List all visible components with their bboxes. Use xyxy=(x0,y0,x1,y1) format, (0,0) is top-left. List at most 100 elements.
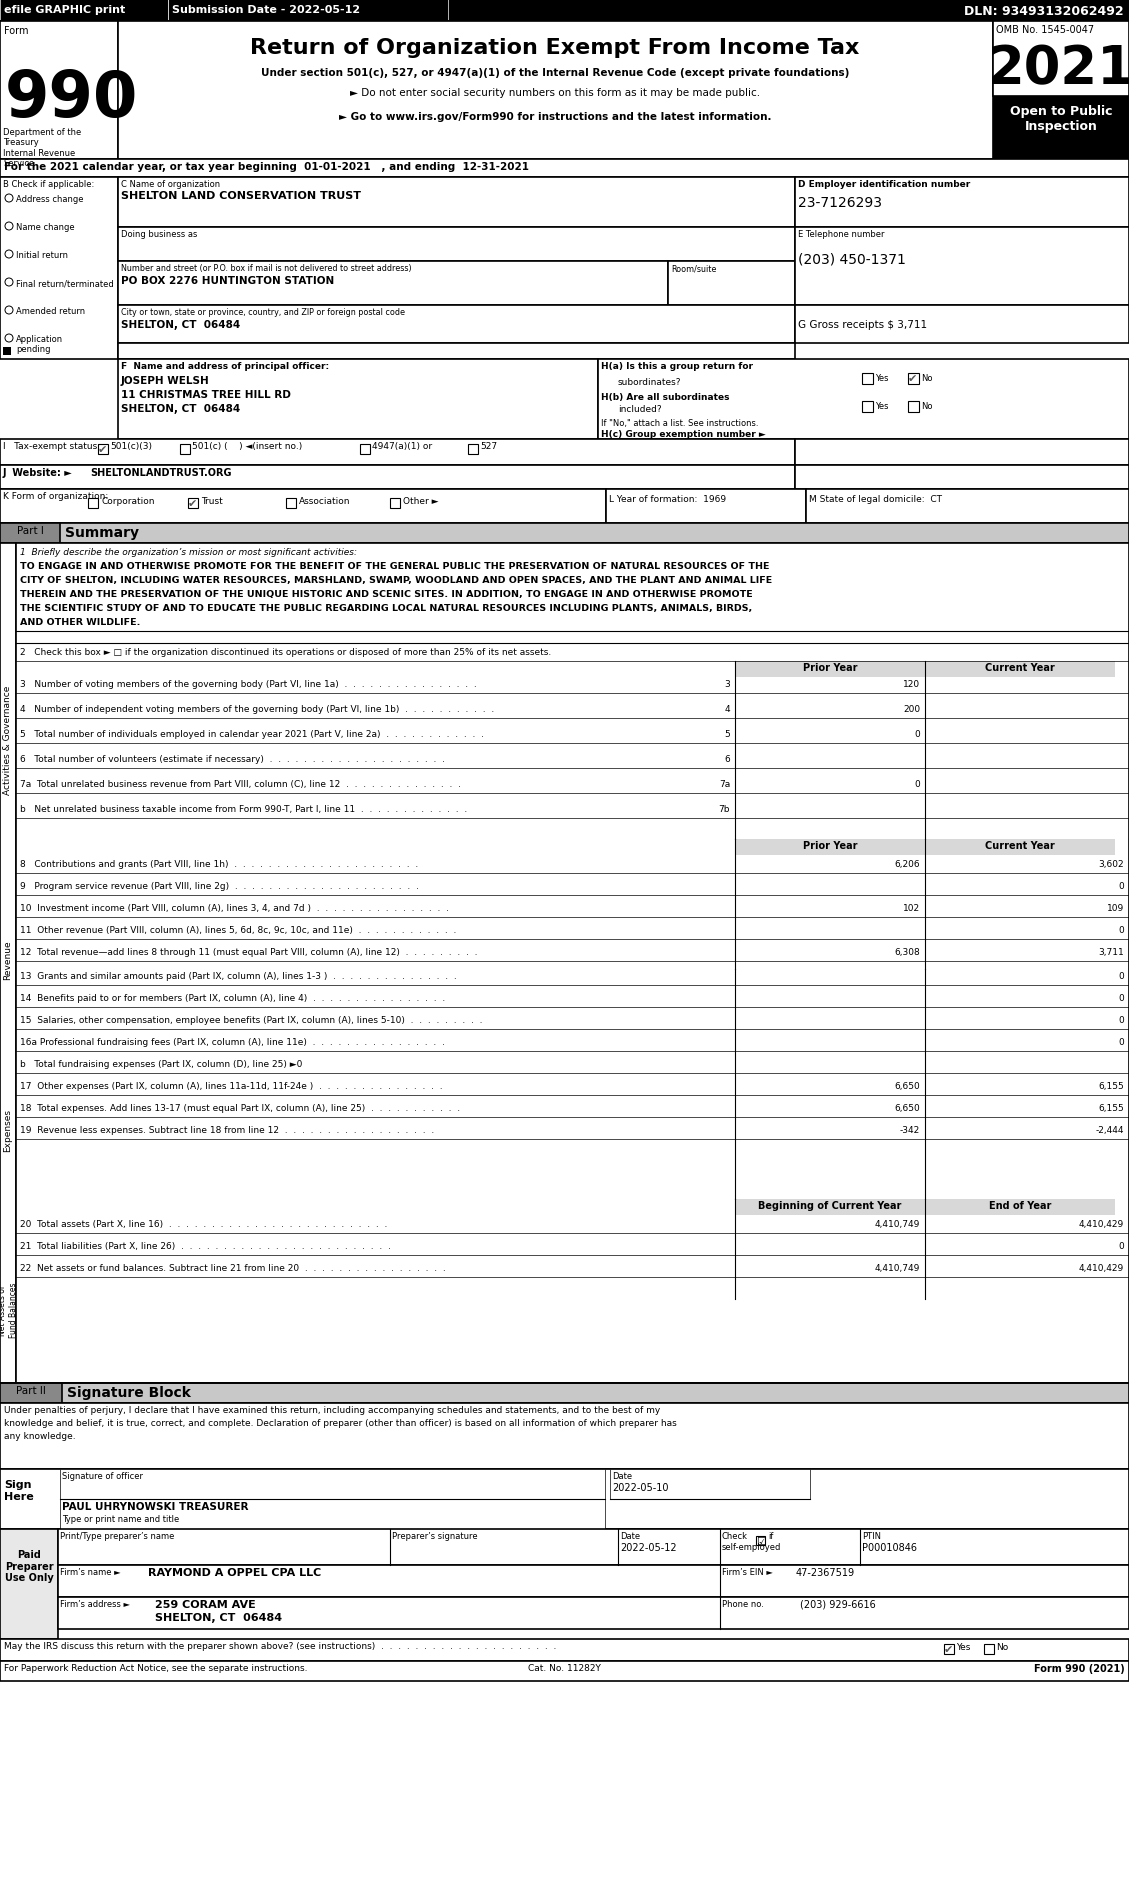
Bar xyxy=(0,1639,1129,1662)
Text: 6: 6 xyxy=(724,755,730,764)
Text: 16a Professional fundraising fees (Part IX, column (A), line 11e)  .  .  .  .  .: 16a Professional fundraising fees (Part … xyxy=(20,1037,445,1046)
Text: ☑: ☑ xyxy=(756,1536,765,1547)
Text: Firm’s address ►: Firm’s address ► xyxy=(60,1600,130,1607)
Text: 2022-05-10: 2022-05-10 xyxy=(612,1483,668,1492)
Text: 4947(a)(1) or: 4947(a)(1) or xyxy=(371,442,432,452)
Text: 4: 4 xyxy=(725,704,730,713)
Text: End of Year: End of Year xyxy=(989,1201,1051,1210)
Text: 11  Other revenue (Part VIII, column (A), lines 5, 6d, 8c, 9c, 10c, and 11e)  . : 11 Other revenue (Part VIII, column (A),… xyxy=(20,926,456,935)
Text: b   Total fundraising expenses (Part IX, column (D), line 25) ►0: b Total fundraising expenses (Part IX, c… xyxy=(20,1060,303,1069)
Bar xyxy=(908,401,919,412)
Text: Return of Organization Exempt From Income Tax: Return of Organization Exempt From Incom… xyxy=(251,38,859,58)
Bar xyxy=(0,0,1129,23)
Text: 21  Total liabilities (Part X, line 26)  .  .  .  .  .  .  .  .  .  .  .  .  .  : 21 Total liabilities (Part X, line 26) .… xyxy=(20,1242,391,1250)
Text: Yes: Yes xyxy=(875,401,889,410)
Text: ✔: ✔ xyxy=(944,1645,953,1654)
Text: SHELTON, CT  06484: SHELTON, CT 06484 xyxy=(121,320,240,329)
Text: 990: 990 xyxy=(5,68,139,130)
Text: Application
pending: Application pending xyxy=(16,335,63,354)
Bar xyxy=(60,1470,605,1500)
Bar xyxy=(60,1500,605,1530)
Text: 120: 120 xyxy=(903,679,920,689)
Bar xyxy=(795,465,1129,489)
Text: City or town, state or province, country, and ZIP or foreign postal code: City or town, state or province, country… xyxy=(121,309,405,316)
Bar xyxy=(0,440,795,465)
Text: Under section 501(c), 527, or 4947(a)(1) of the Internal Revenue Code (except pr: Under section 501(c), 527, or 4947(a)(1)… xyxy=(261,68,849,77)
Text: 0: 0 xyxy=(1118,926,1124,935)
Text: Type or print name and title: Type or print name and title xyxy=(62,1515,180,1523)
Text: H(c) Group exemption number ►: H(c) Group exemption number ► xyxy=(601,429,765,439)
Text: K Form of organization:: K Form of organization: xyxy=(3,491,108,501)
Text: 19  Revenue less expenses. Subtract line 18 from line 12  .  .  .  .  .  .  .  .: 19 Revenue less expenses. Subtract line … xyxy=(20,1125,435,1135)
Bar xyxy=(795,228,1129,307)
Text: Firm’s EIN ►: Firm’s EIN ► xyxy=(723,1568,773,1575)
Text: -2,444: -2,444 xyxy=(1095,1125,1124,1135)
Bar xyxy=(58,1566,1129,1598)
Text: CITY OF SHELTON, INCLUDING WATER RESOURCES, MARSHLAND, SWAMP, WOODLAND AND OPEN : CITY OF SHELTON, INCLUDING WATER RESOURC… xyxy=(20,576,772,585)
Text: Association: Association xyxy=(299,497,350,506)
Text: 2021: 2021 xyxy=(988,43,1129,94)
Text: knowledge and belief, it is true, correct, and complete. Declaration of preparer: knowledge and belief, it is true, correc… xyxy=(5,1419,676,1427)
Text: 6   Total number of volunteers (estimate if necessary)  .  .  .  .  .  .  .  .  : 6 Total number of volunteers (estimate i… xyxy=(20,755,445,764)
Text: 3,602: 3,602 xyxy=(1099,860,1124,868)
Text: 501(c)(3): 501(c)(3) xyxy=(110,442,152,452)
Text: 6,155: 6,155 xyxy=(1099,1082,1124,1090)
Bar xyxy=(0,523,60,544)
Text: included?: included? xyxy=(618,405,662,414)
Bar xyxy=(0,489,606,523)
Bar xyxy=(58,1598,1129,1630)
Text: Check: Check xyxy=(723,1532,749,1539)
Bar xyxy=(390,499,400,508)
Text: 1  Briefly describe the organization’s mission or most significant activities:: 1 Briefly describe the organization’s mi… xyxy=(20,548,357,557)
Text: Initial return: Initial return xyxy=(16,250,68,260)
Text: Other ►: Other ► xyxy=(403,497,438,506)
Text: Sign
Here: Sign Here xyxy=(5,1479,34,1500)
Bar xyxy=(360,444,370,455)
Text: 13  Grants and similar amounts paid (Part IX, column (A), lines 1-3 )  .  .  .  : 13 Grants and similar amounts paid (Part… xyxy=(20,971,457,981)
Text: 501(c) (    ) ◄(insert no.): 501(c) ( ) ◄(insert no.) xyxy=(192,442,303,452)
Text: 0: 0 xyxy=(1118,1037,1124,1046)
Text: 527: 527 xyxy=(480,442,497,452)
Bar xyxy=(863,375,873,384)
Text: 0: 0 xyxy=(1118,971,1124,981)
Text: ✔: ✔ xyxy=(189,499,198,508)
Text: 17  Other expenses (Part IX, column (A), lines 11a-11d, 11f-24e )  .  .  .  .  .: 17 Other expenses (Part IX, column (A), … xyxy=(20,1082,443,1090)
Text: 10  Investment income (Part VIII, column (A), lines 3, 4, and 7d )  .  .  .  .  : 10 Investment income (Part VIII, column … xyxy=(20,903,449,913)
Text: 109: 109 xyxy=(1106,903,1124,913)
Text: Doing business as: Doing business as xyxy=(121,230,198,239)
Text: TO ENGAGE IN AND OTHERWISE PROMOTE FOR THE BENEFIT OF THE GENERAL PUBLIC THE PRE: TO ENGAGE IN AND OTHERWISE PROMOTE FOR T… xyxy=(20,561,770,570)
Text: 15  Salaries, other compensation, employee benefits (Part IX, column (A), lines : 15 Salaries, other compensation, employe… xyxy=(20,1016,482,1024)
Text: 47-2367519: 47-2367519 xyxy=(796,1568,855,1577)
Text: Signature Block: Signature Block xyxy=(67,1385,191,1398)
Text: Signature of officer: Signature of officer xyxy=(62,1472,143,1481)
Text: 7b: 7b xyxy=(718,805,730,813)
Text: ✔: ✔ xyxy=(98,444,107,455)
Text: B Check if applicable:: B Check if applicable: xyxy=(3,181,94,188)
Bar xyxy=(119,359,598,440)
Text: 4   Number of independent voting members of the governing body (Part VI, line 1b: 4 Number of independent voting members o… xyxy=(20,704,495,713)
Text: Trust: Trust xyxy=(201,497,222,506)
Bar xyxy=(0,1383,1129,1404)
Text: Department of the
Treasury
Internal Revenue
Service: Department of the Treasury Internal Reve… xyxy=(3,128,81,167)
Text: 6,650: 6,650 xyxy=(894,1082,920,1090)
Text: 7a  Total unrelated business revenue from Part VIII, column (C), line 12  .  .  : 7a Total unrelated business revenue from… xyxy=(20,779,461,789)
Text: OMB No. 1545-0047: OMB No. 1545-0047 xyxy=(996,24,1094,36)
Text: SHELTON, CT  06484: SHELTON, CT 06484 xyxy=(121,405,240,414)
Text: ✔: ✔ xyxy=(908,375,918,384)
Bar xyxy=(806,489,1129,523)
Bar xyxy=(58,1530,1129,1566)
Bar xyxy=(469,444,478,455)
Text: -342: -342 xyxy=(900,1125,920,1135)
Text: 0: 0 xyxy=(1118,994,1124,1003)
Bar xyxy=(168,0,448,23)
Text: Date: Date xyxy=(620,1532,640,1539)
Text: ► Go to www.irs.gov/Form990 for instructions and the latest information.: ► Go to www.irs.gov/Form990 for instruct… xyxy=(339,111,771,122)
Bar xyxy=(119,23,994,160)
Text: Print/Type preparer’s name: Print/Type preparer’s name xyxy=(60,1532,174,1539)
Text: any knowledge.: any knowledge. xyxy=(5,1430,76,1440)
Text: 200: 200 xyxy=(903,704,920,713)
Text: 8   Contributions and grants (Part VIII, line 1h)  .  .  .  .  .  .  .  .  .  . : 8 Contributions and grants (Part VIII, l… xyxy=(20,860,418,868)
Text: No: No xyxy=(921,375,933,382)
Text: subordinates?: subordinates? xyxy=(618,378,682,388)
Bar xyxy=(735,839,925,856)
